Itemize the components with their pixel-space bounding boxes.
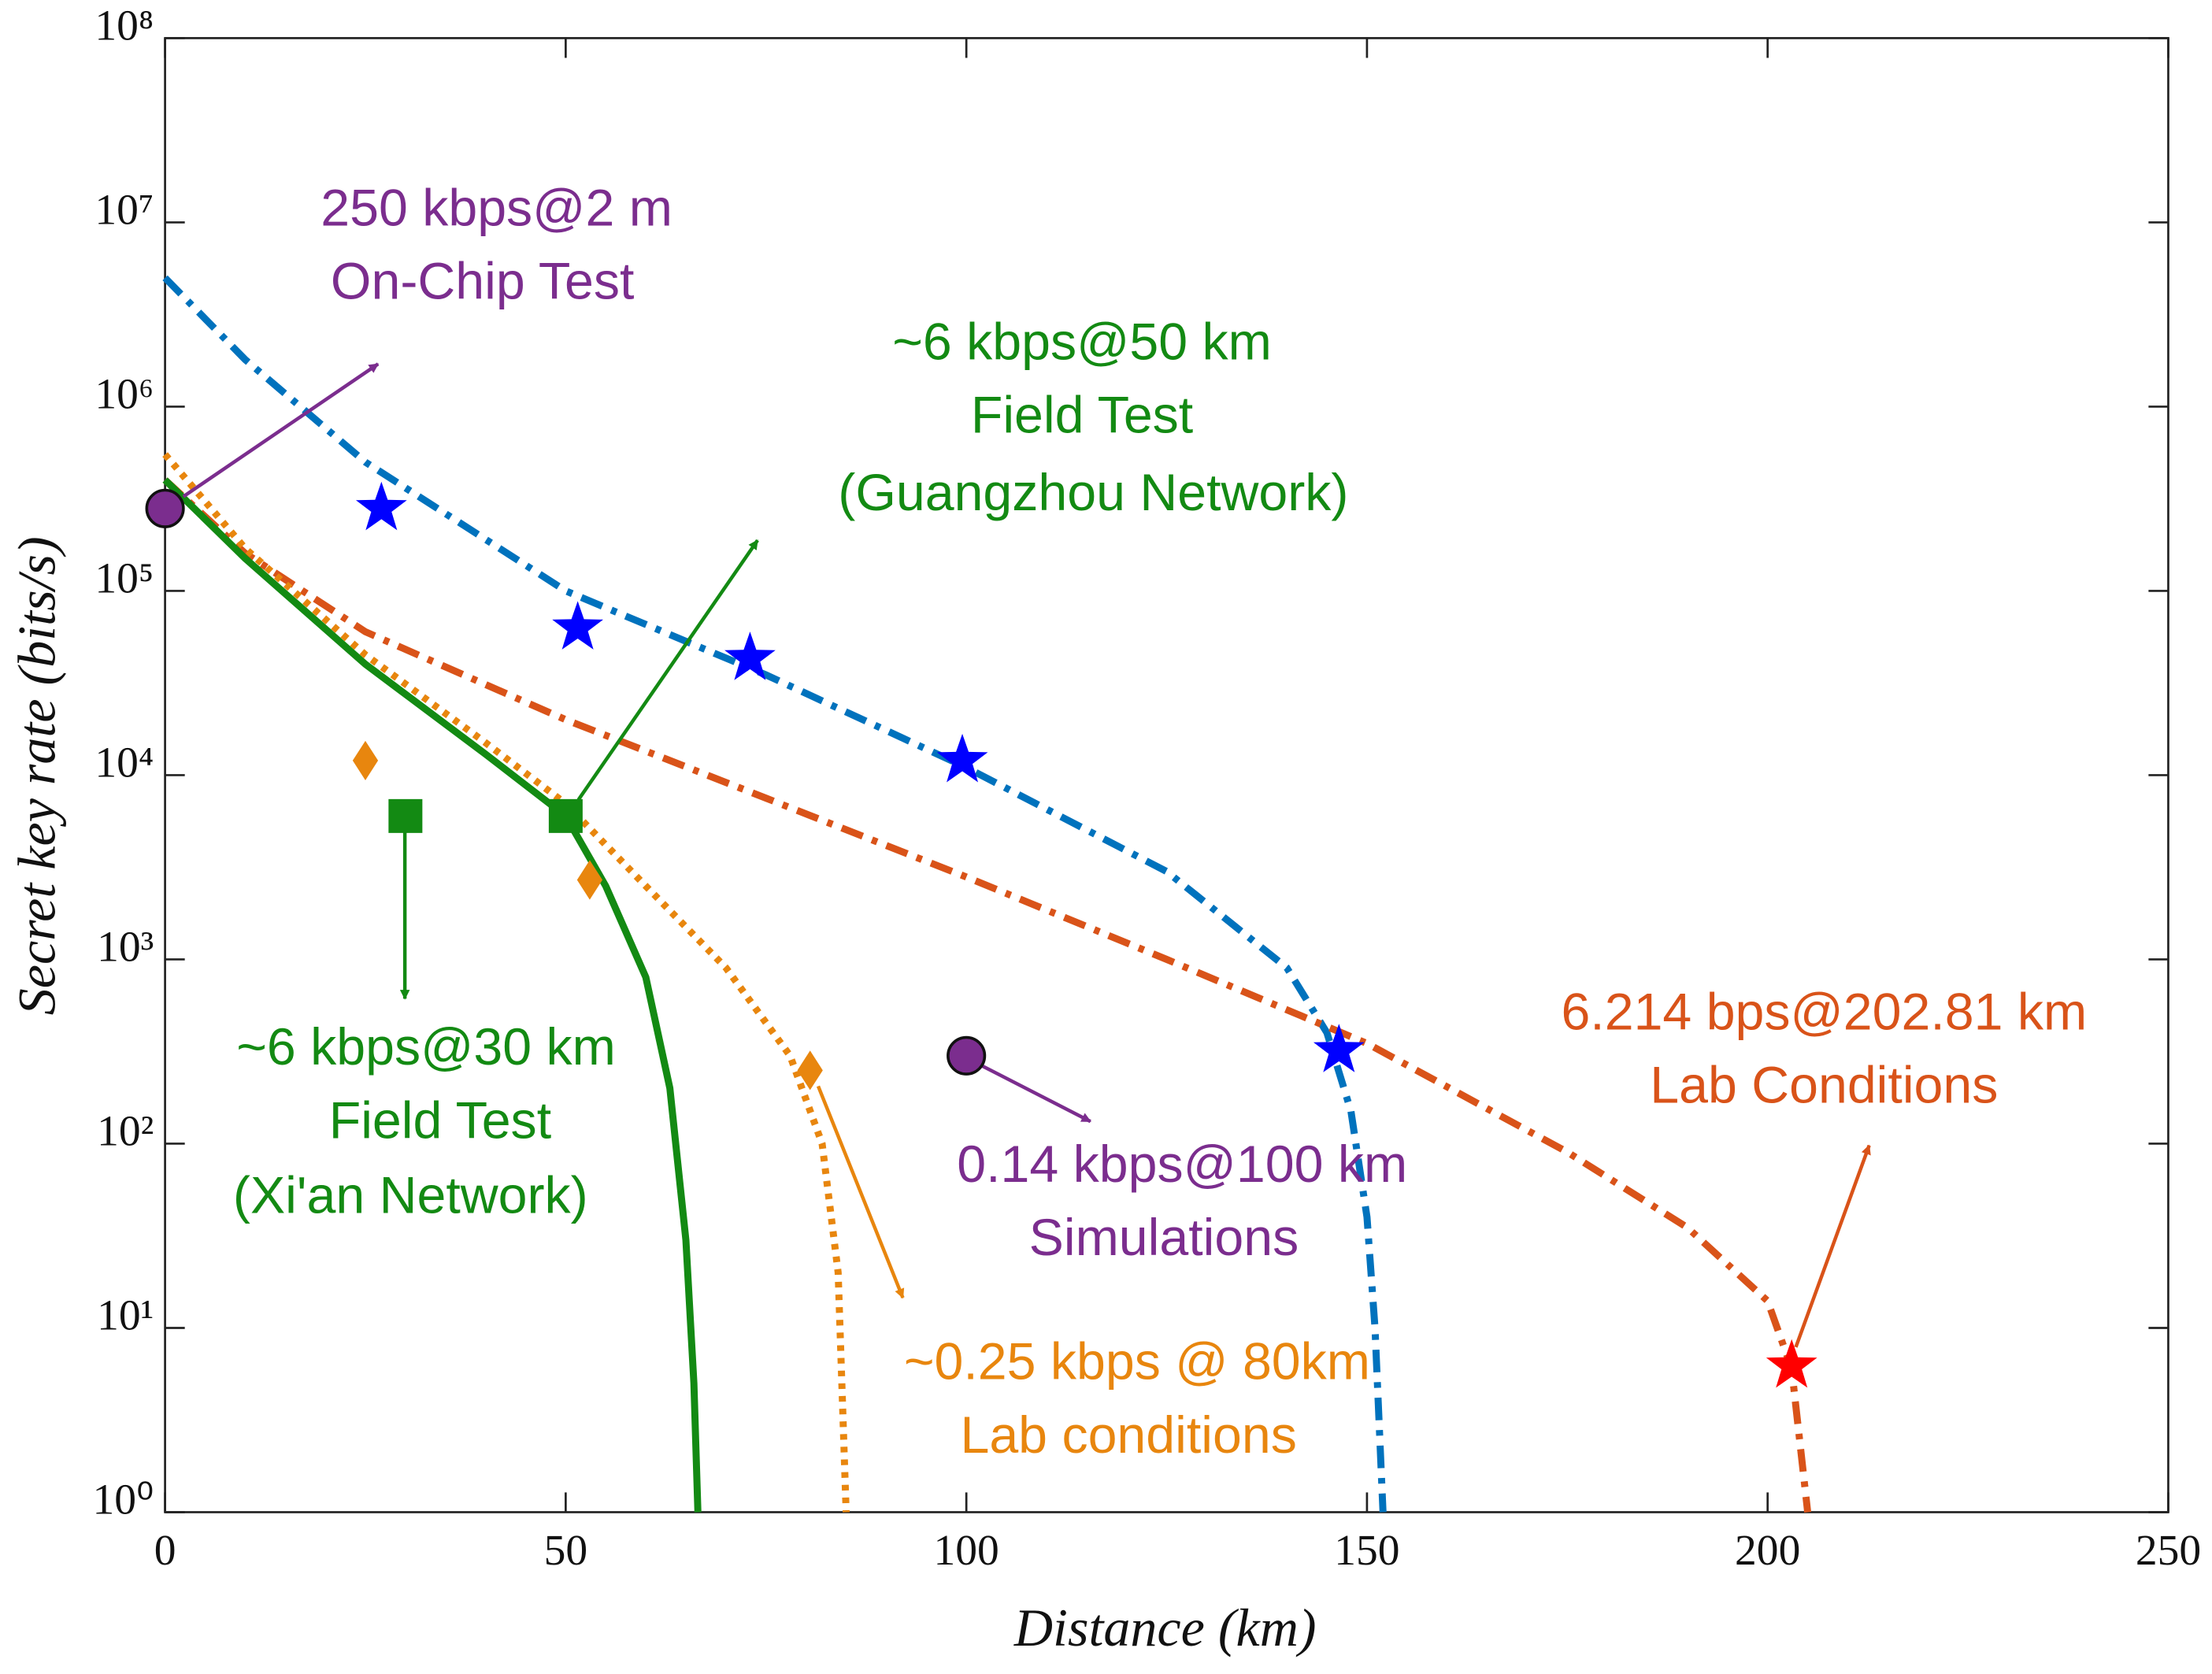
annotation-text: Lab conditions (960, 1406, 1296, 1465)
y-tick-label: 10² (97, 1107, 154, 1155)
x-tick-label: 100 (934, 1527, 999, 1575)
series-line (162, 477, 702, 1513)
marker-star (724, 631, 776, 680)
x-tick-label: 250 (2136, 1527, 2201, 1575)
x-tick-label: 150 (1334, 1527, 1399, 1575)
y-tick-label: 10⁸ (94, 2, 154, 50)
annotation-text: Field Test (329, 1091, 551, 1150)
marker-diamond (576, 860, 603, 900)
marker-square (388, 798, 423, 833)
series-line (162, 275, 1387, 1513)
y-tick-label: 10⁴ (94, 739, 154, 787)
x-tick-label: 200 (1735, 1527, 1800, 1575)
annotation-text: On-Chip Test (331, 252, 634, 310)
annotation-text: Simulations (1029, 1209, 1299, 1267)
annotation-text: Lab Conditions (1650, 1057, 1998, 1115)
marker-star (552, 601, 604, 650)
annotation-text: Field Test (971, 387, 1193, 445)
marker-star (936, 733, 988, 783)
annotation-text: 6.214 bps@202.81 km (1561, 983, 2087, 1041)
y-tick-label: 10³ (97, 923, 154, 971)
x-tick-label: 0 (154, 1527, 176, 1575)
annotation-arrow (980, 1063, 1091, 1124)
annotation-text: (Guangzhou Network) (838, 464, 1348, 522)
y-tick-label: 10⁷ (94, 186, 154, 234)
series-line (162, 477, 1812, 1513)
y-tick-label: 10⁶ (94, 370, 154, 418)
annotation-text: (Xi'an Network) (233, 1166, 588, 1224)
annotation-text: ~6 kbps@30 km (236, 1018, 616, 1076)
x-tick-label: 50 (544, 1527, 588, 1575)
annotation-text: 250 kbps@2 m (320, 179, 672, 237)
marker-star (355, 481, 407, 531)
annotation-text: 0.14 kbps@100 km (957, 1135, 1407, 1194)
x-axis-title: Distance (km) (1013, 1598, 1317, 1657)
y-tick-label: 10⁰ (92, 1476, 154, 1524)
annotation-text: ~0.25 kbps @ 80km (904, 1333, 1370, 1391)
y-tick-label: 10⁵ (94, 554, 154, 602)
marker-circle (145, 488, 185, 528)
annotation-arrow (1794, 1144, 1871, 1348)
y-tick-label: 10¹ (97, 1291, 154, 1339)
marker-square (548, 798, 583, 833)
marker-diamond (352, 740, 379, 780)
y-axis-title: Secret key rate (bits/s) (6, 536, 66, 1015)
annotation-arrow (182, 362, 380, 498)
marker-circle (947, 1035, 987, 1076)
marker-star (1313, 1024, 1365, 1072)
annotation-arrow (576, 539, 759, 802)
series-line (162, 452, 850, 1513)
annotation-text: ~6 kbps@50 km (892, 313, 1272, 371)
marker-star (1766, 1339, 1817, 1388)
annotation-arrow (816, 1085, 905, 1299)
